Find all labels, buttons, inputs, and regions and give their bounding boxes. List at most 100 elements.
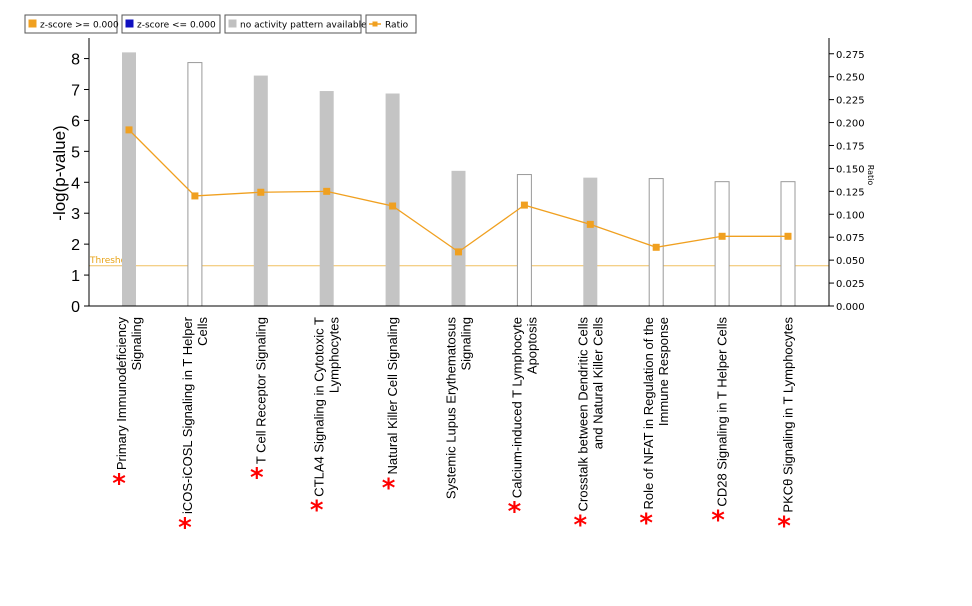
threshold-label: Threshold — [89, 256, 134, 266]
bar-9[interactable] — [714, 181, 730, 307]
category-label-7: Crosstalk between Dendritic Cells and Nat… — [575, 317, 605, 512]
ratio-point-1[interactable] — [191, 192, 199, 200]
y2-tick-label: 0.250 — [836, 73, 865, 84]
ratio-point-9[interactable] — [718, 232, 726, 240]
category-label-4: Natural Killer Cell Signaling — [385, 317, 400, 475]
category-label-3: CTLA4 Signaling in Cytotoxic T Lymphocyte… — [312, 317, 342, 497]
x-axis-category-labels: Primary Immunodeficiency Signaling* iCOS-i… — [112, 316, 795, 543]
y2-tick-label: 0.125 — [836, 187, 865, 198]
legend-label: no activity pattern available — [240, 21, 367, 31]
y2-tick-label: 0.150 — [836, 164, 865, 175]
legend-swatch — [28, 19, 37, 28]
legend-marker-swatch — [372, 21, 378, 27]
legend-swatch — [228, 19, 237, 28]
legend-item-frame — [24, 14, 118, 34]
bar-10[interactable] — [780, 181, 796, 307]
y2-tick-label: 0.000 — [836, 302, 865, 313]
y2-tick-label: 0.075 — [836, 233, 865, 244]
y-tick-label: 5 — [71, 144, 80, 161]
ratio-point-10[interactable] — [784, 232, 792, 240]
legend-item-frame — [121, 14, 221, 34]
category-label-9: CD28 Signaling in T Helper Cells — [715, 317, 730, 507]
category-label-line: PKCθ Signaling in T Lymphocytes — [781, 317, 796, 513]
y2-tick-label: 0.100 — [836, 210, 865, 221]
y-tick-label: 1 — [71, 268, 80, 285]
chart-legend: z-score >= 0.000 z-score <= 0.000 no activ… — [24, 14, 417, 34]
ratio-point-6[interactable] — [520, 201, 528, 209]
category-label-0: Primary Immunodeficiency Signaling — [114, 317, 144, 471]
category-label-line: Signaling — [129, 317, 144, 371]
category-label-line: Primary Immunodeficiency — [114, 317, 129, 471]
category-label-line: CTLA4 Signaling in Cytotoxic T — [312, 317, 327, 497]
plot-area: Threshold — [89, 52, 829, 307]
significance-star-8: * — [639, 508, 653, 538]
y-tick-label: 0 — [71, 299, 80, 316]
ratio-point-8[interactable] — [652, 243, 660, 251]
category-label-line: Crosstalk between Dendritic Cells — [575, 317, 590, 512]
category-label-line: Lymphocytes — [327, 317, 342, 394]
y-tick-label: 6 — [71, 113, 80, 130]
legend-item-0[interactable]: z-score >= 0.000 — [24, 14, 119, 34]
category-label-1: iCOS-iCOSL Signaling in T Helper Cells — [180, 316, 210, 514]
y2-tick-label: 0.050 — [836, 256, 865, 267]
bar-4[interactable] — [385, 93, 400, 306]
significance-star-3: * — [310, 496, 324, 526]
y-tick-label: 8 — [71, 52, 80, 69]
bar-0[interactable] — [122, 52, 136, 306]
significance-star-10: * — [777, 512, 791, 542]
legend-label: z-score <= 0.000 — [137, 21, 216, 31]
ratio-point-2[interactable] — [257, 188, 265, 196]
category-label-line: and Natural Killer Cells — [590, 317, 605, 450]
bar-3[interactable] — [319, 91, 334, 306]
category-label-line: Natural Killer Cell Signaling — [385, 317, 400, 475]
y2-tick-label: 0.200 — [836, 119, 865, 130]
category-label-line: Cells — [195, 317, 210, 346]
y2-tick-label: 0.175 — [836, 141, 865, 152]
category-label-line: Immune Response — [656, 317, 671, 426]
significance-star-1: * — [178, 513, 192, 543]
legend-swatch — [125, 19, 134, 28]
y-axis-left: 0 1 2 3 4 5 6 7 8 -log(p-value) — [50, 38, 829, 316]
significance-star-9: * — [711, 506, 725, 536]
ratio-point-4[interactable] — [389, 202, 397, 210]
legend-item-1[interactable]: z-score <= 0.000 — [121, 14, 221, 34]
significance-star-0: * — [112, 469, 126, 499]
y-tick-label: 3 — [71, 206, 80, 223]
y-tick-label: 7 — [71, 82, 80, 99]
legend-item-frame — [224, 14, 362, 34]
category-label-10: PKCθ Signaling in T Lymphocytes — [781, 317, 796, 513]
category-label-line: T Cell Receptor Signaling — [253, 317, 268, 464]
legend-label: z-score >= 0.000 — [40, 21, 119, 31]
bar-6[interactable] — [516, 174, 532, 307]
significance-star-2: * — [250, 463, 264, 493]
legend-item-3[interactable]: Ratio — [365, 14, 417, 34]
ratio-point-3[interactable] — [323, 187, 331, 195]
legend-item-2[interactable]: no activity pattern available — [224, 14, 367, 34]
legend-label: Ratio — [385, 21, 409, 31]
y-axis-title: -log(p-value) — [50, 125, 69, 220]
category-label-6: Calcium-induced T Lymphocyte Apoptosis — [509, 317, 539, 499]
bar-8[interactable] — [648, 178, 664, 307]
bar-5[interactable] — [451, 170, 466, 306]
y2-axis-title: Ratio — [866, 165, 875, 186]
ratio-point-7[interactable] — [586, 220, 594, 228]
category-label-line: Calcium-induced T Lymphocyte — [509, 317, 524, 498]
category-label-line: iCOS-iCOSL Signaling in T Helper — [180, 316, 195, 514]
significance-star-6: * — [508, 497, 522, 527]
ratio-point-0[interactable] — [125, 126, 133, 134]
significance-star-7: * — [573, 510, 587, 540]
y-tick-label: 2 — [71, 237, 80, 254]
category-label-line: Systemic Lupus Erythematosus — [444, 317, 459, 500]
bar-1[interactable] — [187, 62, 203, 307]
significance-star-4: * — [382, 474, 396, 504]
ratio-point-5[interactable] — [455, 248, 462, 256]
category-label-2: T Cell Receptor Signaling — [253, 317, 268, 464]
y-tick-label: 4 — [71, 175, 80, 192]
y2-tick-label: 0.225 — [836, 96, 865, 107]
y2-tick-label: 0.025 — [836, 279, 865, 290]
y-axis-right: 0.000 0.025 0.050 0.075 0.100 0.125 0.150 0.175… — [828, 38, 875, 313]
category-label-line: Apoptosis — [524, 317, 539, 375]
legend-item-frame — [365, 14, 417, 34]
bar-7[interactable] — [583, 177, 598, 306]
